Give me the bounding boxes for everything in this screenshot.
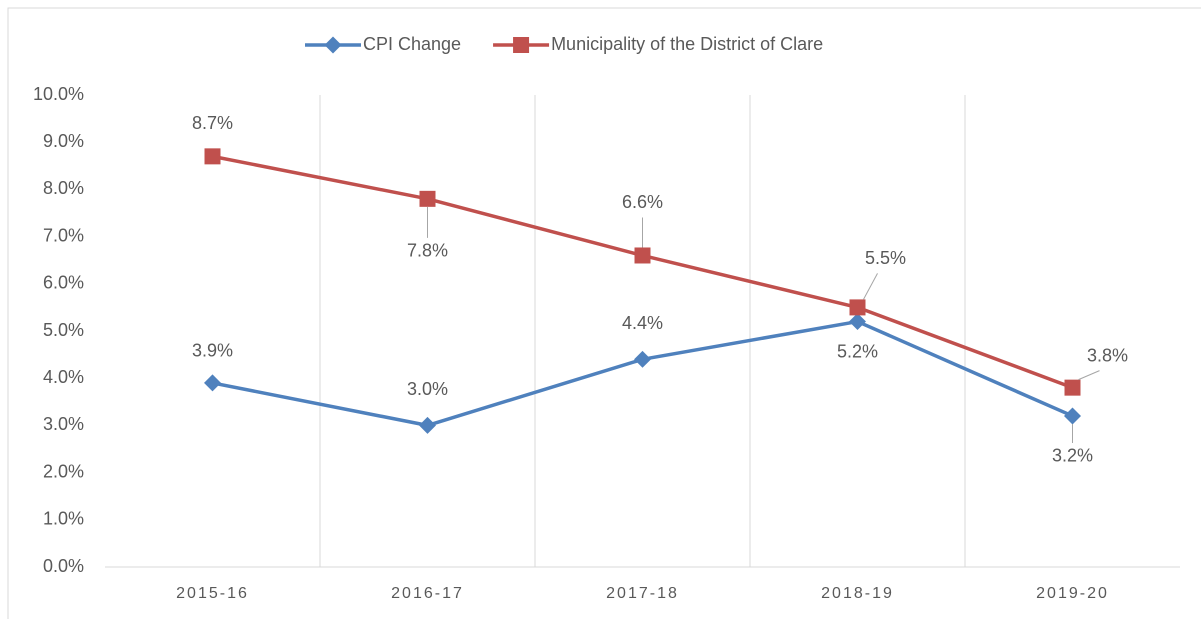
marker	[419, 190, 436, 207]
legend-label: Municipality of the District of Clare	[551, 34, 823, 54]
y-tick-label: 4.0%	[43, 367, 84, 387]
data-label: 3.0%	[407, 379, 448, 399]
data-label: 3.2%	[1052, 446, 1093, 466]
leader-line	[863, 273, 878, 300]
marker	[204, 148, 221, 165]
legend-marker	[513, 37, 530, 53]
y-tick-label: 7.0%	[43, 225, 84, 245]
data-label: 8.7%	[192, 113, 233, 133]
marker	[634, 247, 651, 264]
y-tick-label: 6.0%	[43, 273, 84, 293]
x-tick-label: 2019-20	[1036, 585, 1109, 602]
y-tick-label: 3.0%	[43, 414, 84, 434]
y-tick-label: 8.0%	[43, 178, 84, 198]
data-label: 3.9%	[192, 341, 233, 361]
marker	[1064, 379, 1081, 396]
y-tick-label: 1.0%	[43, 509, 84, 529]
legend-marker	[324, 36, 342, 54]
x-tick-label: 2016-17	[391, 585, 464, 602]
legend-label: CPI Change	[363, 34, 461, 54]
y-tick-label: 2.0%	[43, 461, 84, 481]
marker	[1064, 407, 1081, 425]
data-label: 6.6%	[622, 192, 663, 212]
data-label: 7.8%	[407, 241, 448, 261]
leader-line	[1078, 370, 1100, 381]
marker	[849, 299, 866, 316]
marker	[419, 416, 436, 434]
x-tick-label: 2015-16	[176, 585, 249, 602]
y-tick-label: 0.0%	[43, 556, 84, 576]
marker	[634, 350, 651, 368]
y-tick-label: 10.0%	[33, 84, 84, 104]
data-label: 4.4%	[622, 313, 663, 333]
y-tick-label: 5.0%	[43, 320, 84, 340]
marker	[849, 313, 866, 331]
data-label: 5.2%	[837, 341, 878, 361]
x-tick-label: 2018-19	[821, 585, 894, 602]
marker	[204, 374, 221, 392]
data-label: 5.5%	[865, 248, 906, 268]
line	[212, 319, 1074, 428]
x-tick-label: 2017-18	[606, 585, 679, 602]
chart-border	[7, 7, 1201, 619]
y-tick-label: 9.0%	[43, 131, 84, 151]
data-label: 3.8%	[1087, 345, 1128, 365]
